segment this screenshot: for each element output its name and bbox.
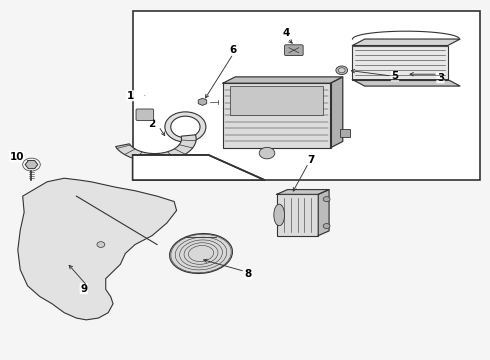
- Polygon shape: [133, 155, 265, 180]
- Ellipse shape: [170, 234, 232, 274]
- Polygon shape: [352, 80, 460, 86]
- Text: 10: 10: [10, 152, 24, 162]
- Circle shape: [97, 242, 105, 247]
- Circle shape: [259, 147, 275, 159]
- Text: 8: 8: [245, 269, 252, 279]
- Circle shape: [144, 164, 151, 169]
- Polygon shape: [25, 161, 38, 168]
- Bar: [352, 45, 448, 80]
- Polygon shape: [352, 39, 460, 45]
- Polygon shape: [331, 77, 343, 148]
- Text: 1: 1: [126, 91, 134, 101]
- Bar: [140, 163, 164, 170]
- Text: 5: 5: [392, 71, 399, 81]
- Bar: [230, 86, 323, 116]
- Bar: [340, 129, 350, 137]
- Polygon shape: [116, 135, 196, 162]
- Polygon shape: [18, 178, 176, 320]
- Text: 2: 2: [148, 120, 156, 129]
- Circle shape: [323, 197, 330, 202]
- FancyBboxPatch shape: [136, 109, 154, 121]
- Text: 3: 3: [437, 73, 444, 83]
- Polygon shape: [277, 190, 329, 194]
- Polygon shape: [198, 98, 207, 105]
- Text: 7: 7: [307, 154, 315, 165]
- Bar: [223, 83, 331, 148]
- Polygon shape: [223, 77, 343, 83]
- Polygon shape: [318, 190, 329, 235]
- FancyBboxPatch shape: [285, 45, 303, 55]
- Text: 4: 4: [283, 28, 290, 38]
- Text: 9: 9: [80, 284, 87, 294]
- Circle shape: [338, 68, 345, 73]
- Text: 6: 6: [229, 45, 236, 55]
- Bar: [133, 12, 480, 180]
- Circle shape: [336, 66, 347, 75]
- Circle shape: [323, 224, 330, 229]
- Circle shape: [156, 164, 163, 169]
- Bar: [277, 194, 318, 235]
- Ellipse shape: [274, 204, 285, 226]
